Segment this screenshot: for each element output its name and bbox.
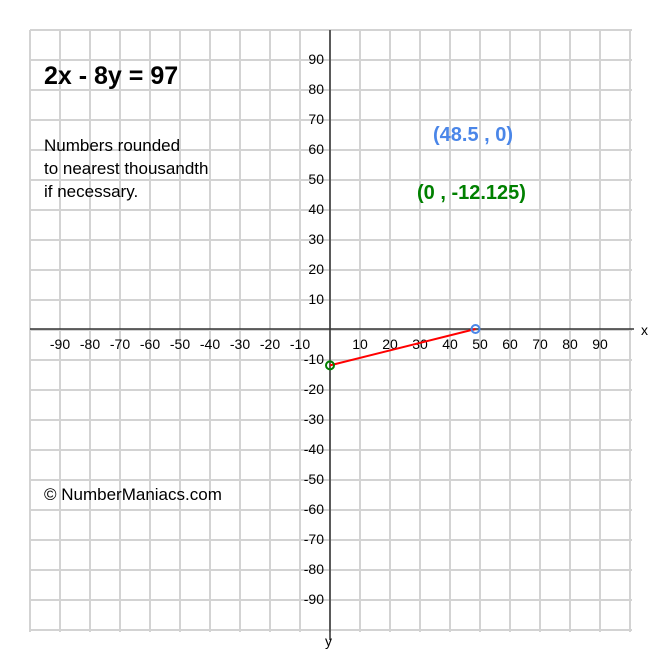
x-tick-label: -60	[140, 336, 160, 352]
note-line: Numbers rounded	[44, 136, 181, 155]
x-tick-label: 60	[502, 336, 518, 352]
x-tick-label: -90	[50, 336, 70, 352]
x-tick-label: -50	[170, 336, 190, 352]
y-tick-label: 10	[308, 291, 324, 307]
y-tick-label: -20	[304, 381, 324, 397]
y-tick-label: 30	[308, 231, 324, 247]
y-tick-label: -70	[304, 531, 324, 547]
x-tick-label: 10	[352, 336, 368, 352]
y-tick-label: 70	[308, 111, 324, 127]
x-tick-label: -20	[260, 336, 280, 352]
x-tick-label: 90	[592, 336, 608, 352]
y-tick-label: -30	[304, 411, 324, 427]
y-tick-label: 40	[308, 201, 324, 217]
x-intercept-label: (48.5 , 0)	[433, 124, 514, 146]
y-tick-label: -50	[304, 471, 324, 487]
note-line: to nearest thousandth	[44, 159, 209, 178]
y-tick-label: 90	[308, 51, 324, 67]
x-tick-label: 50	[472, 336, 488, 352]
y-axis-label: y	[325, 633, 332, 649]
rounding-note: Numbers rounded to nearest thousandth if…	[44, 134, 208, 203]
x-tick-label: -70	[110, 336, 130, 352]
x-tick-label: 40	[442, 336, 458, 352]
line-segment	[329, 328, 476, 367]
y-tick-label: -80	[304, 561, 324, 577]
x-tick-label: -30	[230, 336, 250, 352]
y-tick-label: -10	[304, 351, 324, 367]
x-intercept-point	[470, 324, 481, 334]
x-tick-label: 20	[382, 336, 398, 352]
note-line: if necessary.	[44, 182, 139, 201]
x-tick-label: -10	[290, 336, 310, 352]
x-tick-label: 70	[532, 336, 548, 352]
copyright: © NumberManiacs.com	[44, 485, 222, 504]
x-tick-label: 80	[562, 336, 578, 352]
x-tick-label: 30	[412, 336, 428, 352]
equation-title: 2x - 8y = 97	[44, 62, 179, 90]
y-tick-label: -40	[304, 441, 324, 457]
y-intercept-point	[325, 360, 335, 371]
x-axis-label: x	[641, 322, 648, 338]
y-tick-label: -90	[304, 591, 324, 607]
y-tick-label: 60	[308, 141, 324, 157]
y-intercept-label: (0 , -12.125)	[417, 182, 526, 204]
y-tick-label: 20	[308, 261, 324, 277]
x-tick-label: -40	[200, 336, 220, 352]
x-tick-label: -80	[80, 336, 100, 352]
y-tick-label: 50	[308, 171, 324, 187]
y-tick-label: -60	[304, 501, 324, 517]
y-tick-label: 80	[308, 81, 324, 97]
